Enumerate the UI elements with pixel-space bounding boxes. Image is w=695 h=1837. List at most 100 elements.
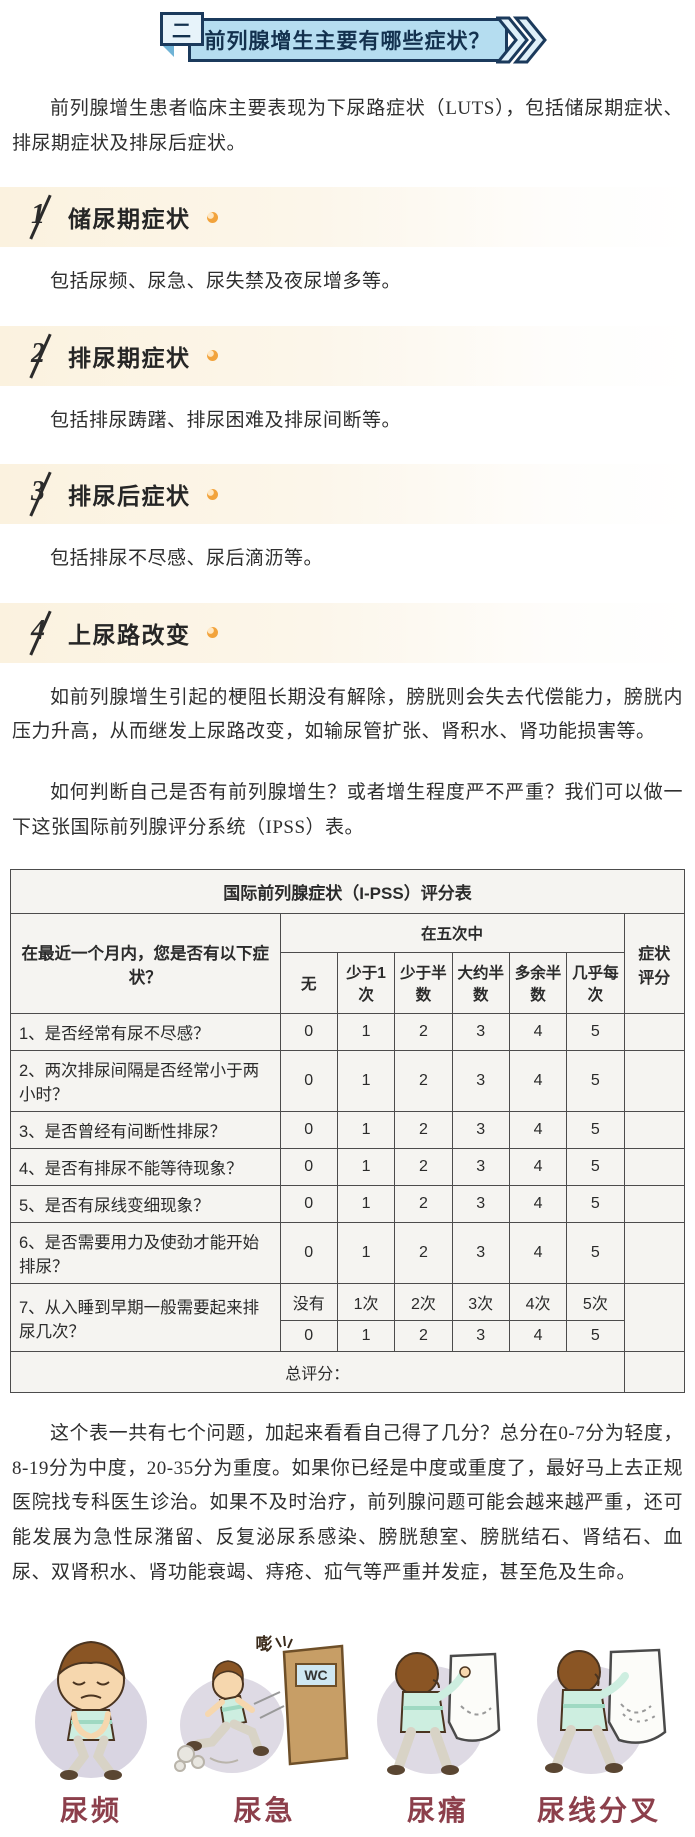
score-option: 5 <box>566 1320 625 1353</box>
score-option: 1 <box>336 1222 396 1285</box>
score-option: 3 <box>451 1050 510 1113</box>
question-column-header: 在最近一个月内，您是否有以下症状？ <box>10 913 281 1015</box>
section-title: 排尿期症状 <box>68 344 191 371</box>
ipss-score-table: 国际前列腺症状（I-PSS）评分表 在最近一个月内，您是否有以下症状？ 在五次中… <box>10 869 686 1394</box>
score-option: 0 <box>279 1320 338 1353</box>
score-option: 3 <box>451 1185 510 1224</box>
score-option: 1 <box>336 1185 396 1224</box>
question-cell: 1、是否经常有尿不尽感？ <box>10 1013 281 1052</box>
score-option: 4 <box>508 1148 568 1187</box>
score-option: 0 <box>279 1111 338 1150</box>
score-option: 3 <box>451 1320 510 1353</box>
banner-bar: 前列腺增生主要有哪些症状？ <box>187 18 508 62</box>
count-option: 3次 <box>451 1283 510 1322</box>
section-title: 上尿路改变 <box>68 621 191 648</box>
section-body: 包括排尿不尽感、尿后滴沥等。 <box>50 548 324 570</box>
frequency-label: 少于1次 <box>336 952 396 1015</box>
page-title: 前列腺增生主要有哪些症状？ <box>204 30 491 53</box>
score-option: 2 <box>394 1185 453 1224</box>
score-option: 5 <box>566 1111 625 1150</box>
table-row: 4、是否有排尿不能等待现象？ 0 1 2 3 4 5 <box>10 1148 686 1187</box>
frequency-label: 大约半数 <box>451 952 510 1015</box>
caption-pain: 尿痛 <box>406 1795 469 1827</box>
question-cell: 7、从入睡到早期一般需要起来排尿几次？ <box>10 1283 281 1353</box>
section-number-2: 2 <box>24 332 54 380</box>
conclusion-paragraph: 这个表一共有七个问题，加起来看看自己得了几分？总分在0-7分为轻度，8-19分为… <box>12 1423 683 1583</box>
section-body: 包括排尿踌躇、排尿困难及排尿间断等。 <box>50 409 402 431</box>
orange-dot-icon <box>206 350 218 362</box>
score-option: 4 <box>508 1222 568 1285</box>
wc-sign-text: WC <box>304 1667 327 1683</box>
table-row-7b: 0 1 2 3 4 5 <box>11 1320 685 1353</box>
orange-dot-icon <box>206 211 218 223</box>
score-option: 4 <box>508 1320 568 1353</box>
table-total-row: 总评分： <box>10 1351 686 1394</box>
symptom-cartoons: 尿频 WC 嘭 <box>0 1614 695 1837</box>
total-score-input-cell <box>623 1351 686 1394</box>
score-option: 2 <box>394 1050 453 1113</box>
frequency-man-illustration <box>35 1641 147 1781</box>
caption-frequency: 尿频 <box>59 1795 122 1827</box>
score-column-header: 症状 评分 <box>623 913 686 1015</box>
score-option: 3 <box>451 1111 510 1150</box>
table-row: 1、是否经常有尿不尽感？ 0 1 2 3 4 5 <box>10 1013 686 1052</box>
pain-man-illustration <box>377 1652 501 1776</box>
score-option: 5 <box>566 1148 625 1187</box>
table-title: 国际前列腺症状（I-PSS）评分表 <box>10 869 685 915</box>
frequency-group-header: 在五次中 <box>279 913 625 954</box>
score-option: 5 <box>566 1050 625 1113</box>
score-option: 1 <box>336 1148 396 1187</box>
score-option: 1 <box>336 1013 396 1052</box>
score-option: 1 <box>336 1050 396 1113</box>
banner-fold-decoration <box>162 46 174 57</box>
section-header-upper-tract: 4 上尿路改变 <box>0 602 695 663</box>
score-option: 3 <box>451 1013 510 1052</box>
score-input-cell <box>623 1283 686 1353</box>
frequency-label: 多余半数 <box>508 952 568 1015</box>
count-option: 1次 <box>336 1283 396 1322</box>
caption-urgency: 尿急 <box>233 1795 296 1827</box>
table-row-7a: 7、从入睡到早期一般需要起来排尿几次？ 没有 1次 2次 3次 4次 5次 <box>10 1283 686 1353</box>
score-input-cell <box>623 1050 686 1113</box>
question-cell: 4、是否有排尿不能等待现象？ <box>10 1148 281 1187</box>
score-option: 5 <box>566 1222 625 1285</box>
table-subheader-row: 无 少于1次 少于半数 大约半数 多余半数 几乎每次 <box>11 952 685 1015</box>
section-number-1: 1 <box>24 193 54 241</box>
section-title: 储尿期症状 <box>68 206 191 233</box>
cartoon-split-stream: 尿线分叉 <box>519 1630 679 1829</box>
score-option: 2 <box>394 1013 453 1052</box>
double-chevron-icon <box>495 16 547 64</box>
score-input-cell <box>623 1185 686 1224</box>
count-option: 4次 <box>508 1283 568 1322</box>
table-title-row: 国际前列腺症状（I-PSS）评分表 <box>10 869 685 915</box>
score-option: 5 <box>566 1013 625 1052</box>
intro-paragraph: 前列腺增生患者临床主要表现为下尿路症状（LUTS），包括储尿期症状、排尿期症状及… <box>12 98 683 154</box>
count-option: 5次 <box>566 1283 625 1322</box>
score-option: 3 <box>451 1222 510 1285</box>
section-title: 排尿后症状 <box>68 483 191 510</box>
score-input-cell <box>623 1111 686 1150</box>
frequency-label: 无 <box>279 952 338 1015</box>
section-header-voiding: 2 排尿期症状 <box>0 325 695 386</box>
bang-sound-text: 嘭 <box>256 1634 273 1654</box>
score-option: 1 <box>336 1111 396 1150</box>
section-number-3: 3 <box>24 470 54 518</box>
question-cell: 5、是否有尿线变细现象？ <box>10 1185 281 1224</box>
split-stream-man-illustration <box>537 1648 667 1775</box>
total-score-label: 总评分： <box>10 1351 625 1394</box>
section-number-4: 4 <box>24 609 54 657</box>
urgency-man-illustration: WC 嘭 <box>174 1634 349 1774</box>
score-option: 2 <box>394 1148 453 1187</box>
score-option: 3 <box>451 1148 510 1187</box>
score-option: 4 <box>508 1185 568 1224</box>
table-row: 6、是否需要用力及使劲才能开始排尿？ 0 1 2 3 4 5 <box>10 1222 686 1285</box>
score-option: 1 <box>336 1320 396 1353</box>
score-option: 4 <box>508 1050 568 1113</box>
score-input-cell <box>623 1222 686 1285</box>
cartoon-urinary-frequency: 尿频 <box>16 1630 166 1829</box>
score-option: 4 <box>508 1111 568 1150</box>
cartoon-painful-urination: 尿痛 <box>363 1630 513 1829</box>
section-number-tab: 二 <box>159 12 204 46</box>
score-option: 0 <box>279 1013 338 1052</box>
